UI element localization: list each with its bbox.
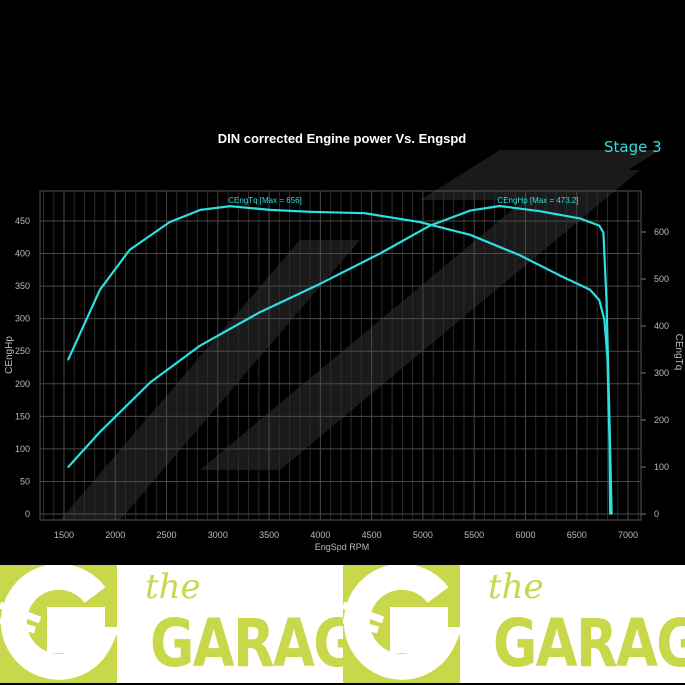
logo-the: the: [145, 567, 201, 607]
data-point-cenghp: [429, 224, 431, 227]
x-tick-label: 4000: [310, 530, 330, 540]
stage-label: Stage 3: [604, 138, 662, 156]
watermark-shape: [60, 240, 360, 520]
x-tick-label: 6500: [567, 530, 587, 540]
data-point-cengtq: [598, 299, 601, 301]
x-tick-label: 2500: [157, 530, 177, 540]
x-tick-label: 1500: [54, 530, 74, 540]
data-point-cenghp: [259, 311, 261, 313]
data-point-cengtq: [99, 289, 101, 291]
legend-torque: CEngTq [Max = 656]: [228, 196, 302, 205]
logo-the: the: [488, 567, 544, 607]
data-point-cengtq: [603, 319, 606, 321]
x-tick-label: 5500: [464, 530, 484, 540]
data-point-cenghp: [149, 381, 151, 384]
data-point-cengtq: [229, 205, 231, 207]
y-left-tick-label: 150: [15, 411, 30, 421]
x-tick-label: 3500: [259, 530, 279, 540]
y-left-axis-label: CEngHp: [4, 336, 15, 374]
x-tick-label: 3000: [208, 530, 228, 540]
y-right-tick-label: 100: [654, 462, 669, 472]
data-point-cenghp: [469, 209, 471, 212]
x-tick-label: 4500: [362, 530, 382, 540]
x-tick-label: 2000: [105, 530, 125, 540]
data-point-cengtq: [419, 221, 421, 223]
data-point-cenghp: [598, 224, 601, 227]
watermark-shape: [420, 150, 660, 200]
data-point-cengtq: [518, 254, 521, 256]
x-axis-label: EngSpd RPM: [315, 542, 370, 552]
legend-power: CEngHp [Max = 473.2]: [497, 196, 578, 205]
garage-logo: the GARAGE: [0, 565, 393, 683]
data-point-cenghp: [379, 252, 381, 255]
data-point-cenghp: [318, 283, 321, 285]
data-point-cengtq: [469, 234, 471, 236]
data-point-cengtq: [558, 274, 561, 277]
data-point-cenghp: [605, 299, 608, 302]
data-point-cenghp: [579, 217, 581, 220]
y-right-tick-label: 500: [654, 274, 669, 284]
y-right-tick-label: 200: [654, 415, 669, 425]
dyno-chart: 0501001502002503003504004500100200300400…: [4, 131, 684, 552]
g-wrench-icon: [0, 565, 121, 683]
y-left-tick-label: 200: [15, 379, 30, 389]
y-right-tick-label: 300: [654, 368, 669, 378]
y-right-tick-label: 0: [654, 509, 659, 519]
y-left-tick-label: 450: [15, 216, 30, 226]
y-right-axis-label: CEngTq: [673, 334, 684, 371]
y-left-tick-label: 350: [15, 281, 30, 291]
data-point-cenghp: [99, 431, 101, 433]
data-point-cengtq: [168, 221, 171, 223]
data-point-cengtq: [589, 289, 591, 291]
data-point-cengtq: [199, 209, 202, 211]
y-left-tick-label: 100: [15, 444, 30, 454]
y-left-tick-label: 250: [15, 346, 30, 356]
data-point-cenghp: [608, 419, 611, 422]
y-left-tick-label: 50: [20, 476, 30, 486]
x-tick-label: 6000: [515, 530, 535, 540]
data-point-cengtq: [363, 212, 366, 214]
data-point-cengtq: [309, 210, 311, 213]
x-tick-label: 7000: [618, 530, 638, 540]
chart-title: DIN corrected Engine power Vs. Engspd: [218, 131, 467, 146]
data-point-cengtq: [269, 209, 271, 211]
g-wrench-icon: [341, 565, 464, 683]
y-right-tick-label: 600: [654, 227, 669, 237]
data-point-cengtq: [67, 359, 69, 361]
data-point-cenghp: [610, 513, 613, 515]
data-point-cenghp: [602, 231, 605, 234]
y-right-tick-label: 400: [654, 321, 669, 331]
garage-logo-repeat: the GARAGE: [341, 565, 685, 683]
data-point-cenghp: [499, 205, 501, 207]
x-tick-label: 5000: [413, 530, 433, 540]
y-left-tick-label: 400: [15, 249, 30, 259]
y-left-tick-label: 0: [25, 509, 30, 519]
data-point-cenghp: [67, 466, 69, 468]
logo-garage: GARAGE: [493, 605, 685, 682]
data-point-cengtq: [128, 249, 131, 251]
data-point-cengtq: [609, 513, 611, 515]
brand-banner: the GARAGE the GARAGE: [0, 565, 685, 683]
data-point-cenghp: [199, 344, 202, 347]
data-point-cenghp: [539, 210, 541, 213]
y-left-tick-label: 300: [15, 314, 30, 324]
